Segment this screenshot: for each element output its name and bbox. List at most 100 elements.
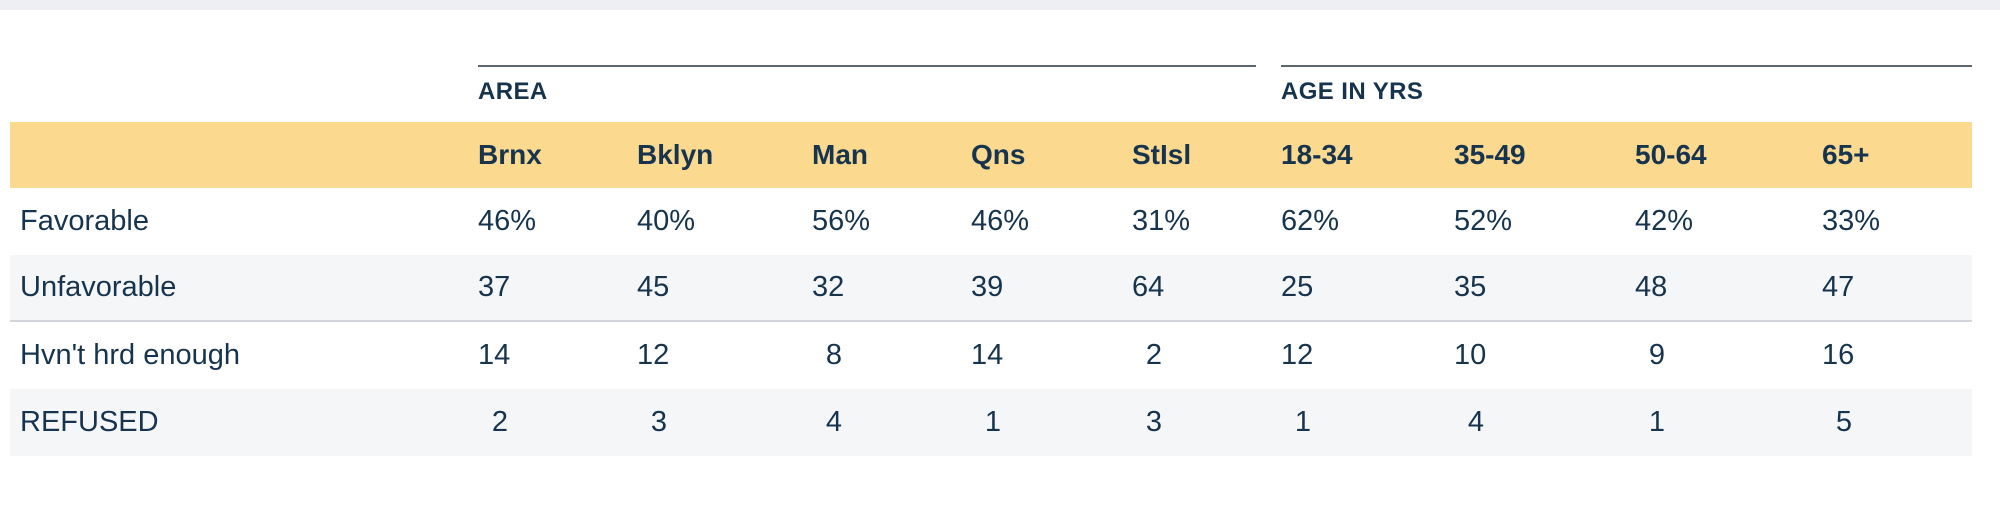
value-number: 42 [1635,205,1668,237]
column-group-age-label: AGE IN YRS [1281,65,1972,106]
value-number: 32 [812,271,845,303]
value-number: 1 [1294,406,1311,438]
value-number: 5 [1835,406,1852,438]
value-number: 33 [1822,205,1855,237]
value-cell: 4 [1454,406,1635,439]
row-label: REFUSED [20,406,159,438]
column-header: Man [812,139,868,170]
value-cell: 5 [1822,406,1972,439]
value-cell: 3 [637,406,812,439]
value-cell: 35 [1454,271,1635,304]
table-row: Unfavorable 37 45 32 39 64 25 35 48 47 [10,255,1972,322]
percent-sign: % [1003,205,1030,237]
value-cell: 12 [637,339,812,372]
value-number: 37 [478,271,511,303]
row-label: Hvn't hrd enough [20,339,240,371]
value-number: 3 [1145,406,1162,438]
value-cell: 2 [1132,339,1281,372]
value-number: 9 [1648,339,1665,371]
value-number: 12 [1281,339,1314,371]
column-header-row: Brnx Bklyn Man Qns StIsl 18-34 35-49 50-64 65+ [10,122,1972,188]
percent-sign: % [844,205,871,237]
percent-sign: % [1164,205,1191,237]
column-group-age: AGE IN YRS [1281,65,1972,122]
value-number: 25 [1281,271,1314,303]
value-number: 39 [971,271,1004,303]
top-strip [0,0,2000,10]
value-cell: 31% [1132,205,1281,238]
value-number: 14 [971,339,1004,371]
value-cell: 40% [637,205,812,238]
row-label: Favorable [20,205,149,237]
value-number: 62 [1281,205,1314,237]
value-cell: 14 [971,339,1132,372]
value-cell: 45 [637,271,812,304]
value-number: 16 [1822,339,1855,371]
value-number: 1 [984,406,1001,438]
row-label: Unfavorable [20,271,177,303]
value-cell: 42% [1635,205,1822,238]
value-cell: 8 [812,339,971,372]
value-cell: 1 [1281,406,1454,439]
value-cell: 37 [478,271,637,304]
value-number: 35 [1454,271,1487,303]
column-header: StIsl [1132,139,1192,170]
value-number: 52 [1454,205,1487,237]
value-cell: 16 [1822,339,1972,372]
value-cell: 48 [1635,271,1822,304]
value-number: 47 [1822,271,1855,303]
value-number: 48 [1635,271,1668,303]
group-header-spacer [10,65,478,122]
value-cell: 10 [1454,339,1635,372]
column-group-area-label: AREA [478,65,1256,106]
percent-sign: % [1667,205,1694,237]
column-header: Qns [971,139,1026,170]
value-number: 12 [637,339,670,371]
table-body: Favorable 46% 40% 56% 46% 31% 62% 52% 42% 33% Unfa… [10,188,1972,456]
value-number: 1 [1648,406,1665,438]
value-number: 46 [478,205,511,237]
value-number: 56 [812,205,845,237]
value-number: 46 [971,205,1004,237]
column-header: Brnx [478,139,542,170]
column-header: Bklyn [637,139,714,170]
value-number: 4 [1467,406,1484,438]
value-cell: 9 [1635,339,1822,372]
column-header: 18-34 [1281,139,1353,170]
percent-sign: % [1854,205,1881,237]
table-row: Favorable 46% 40% 56% 46% 31% 62% 52% 42% 33% [10,188,1972,255]
value-cell: 64 [1132,271,1281,304]
column-header: 50-64 [1635,139,1707,170]
value-number: 8 [825,339,842,371]
column-header: 65+ [1822,139,1870,170]
poll-crosstab-table: AREA AGE IN YRS Brnx Bklyn Man Qns StIsl 18-3… [10,65,1972,456]
percent-sign: % [510,205,537,237]
value-number: 10 [1454,339,1487,371]
value-cell: 47 [1822,271,1972,304]
column-header: 35-49 [1454,139,1526,170]
value-cell: 1 [1635,406,1822,439]
value-number: 64 [1132,271,1165,303]
value-number: 40 [637,205,670,237]
percent-sign: % [669,205,696,237]
column-group-header-row: AREA AGE IN YRS [10,65,1972,122]
column-group-area: AREA [478,65,1281,122]
value-number: 31 [1132,205,1165,237]
value-number: 4 [825,406,842,438]
value-number: 2 [491,406,508,438]
value-cell: 46% [971,205,1132,238]
value-cell: 46% [478,205,637,238]
value-cell: 2 [478,406,637,439]
value-number: 2 [1145,339,1162,371]
value-cell: 1 [971,406,1132,439]
value-cell: 25 [1281,271,1454,304]
table-row: REFUSED 2 3 4 1 3 1 4 1 5 [10,389,1972,456]
value-cell: 14 [478,339,637,372]
value-cell: 3 [1132,406,1281,439]
value-cell: 62% [1281,205,1454,238]
value-cell: 52% [1454,205,1635,238]
value-number: 14 [478,339,511,371]
table-row: Hvn't hrd enough 14 12 8 14 2 12 10 9 16 [10,322,1972,389]
percent-sign: % [1313,205,1340,237]
value-cell: 4 [812,406,971,439]
